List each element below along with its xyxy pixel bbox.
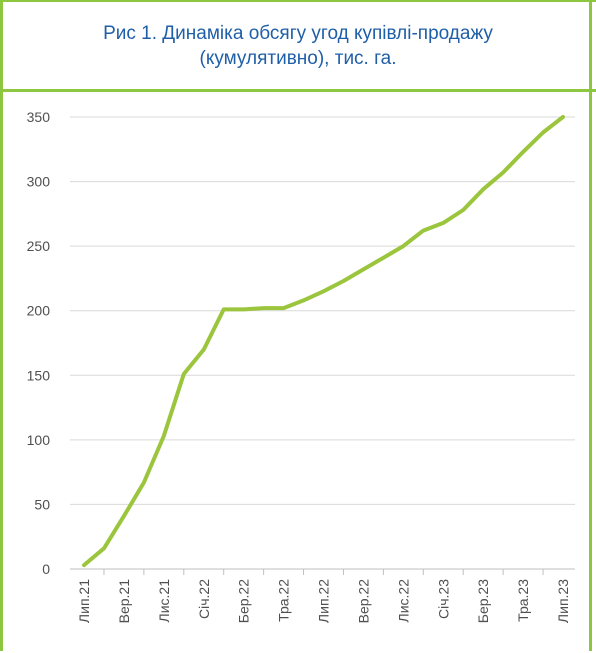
x-tick-label: Вер.21 xyxy=(116,579,132,624)
chart-title: Рис 1. Динаміка обсягу угод купівлі-прод… xyxy=(103,22,493,69)
y-tick-label: 350 xyxy=(27,109,51,125)
x-tick-label: Бер.23 xyxy=(475,579,491,623)
x-tick-label: Лис.21 xyxy=(156,579,172,623)
x-tick-label: Лип.23 xyxy=(555,579,571,623)
x-tick-label: Лис.22 xyxy=(395,579,411,623)
x-tick-label: Лип.21 xyxy=(76,579,92,623)
grid xyxy=(70,116,575,505)
x-tick-label: Тра.22 xyxy=(276,579,292,622)
y-tick-label: 250 xyxy=(27,238,51,254)
y-axis: 0 50 100 150 200 250 300 350 xyxy=(27,109,51,577)
y-tick-label: 50 xyxy=(34,496,50,512)
series-group xyxy=(82,115,565,568)
x-tick-label: Лип.22 xyxy=(316,579,332,623)
x-axis: Лип.21 Вер.21 Лис.21 Січ.22 Бер.22 Тра.22 Лип.… xyxy=(70,568,575,624)
line-chart: 0 50 100 150 200 250 300 350 Лип.21 Вер.21 Лис.21… xyxy=(27,109,575,624)
y-tick-label: 100 xyxy=(27,432,51,448)
y-tick-label: 300 xyxy=(27,174,51,190)
y-tick-label: 0 xyxy=(42,561,50,577)
x-tick-label: Вер.22 xyxy=(355,579,371,624)
series-line-0 xyxy=(82,115,565,568)
chart-header: Рис 1. Динаміка обсягу угод купівлі-прод… xyxy=(0,0,596,92)
y-tick-label: 150 xyxy=(27,367,51,383)
x-tick-label: Бер.22 xyxy=(236,579,252,623)
x-tick-label: Січ.22 xyxy=(196,579,212,619)
x-tick-label: Тра.23 xyxy=(515,579,531,622)
y-tick-label: 200 xyxy=(27,303,51,319)
x-tick-label: Січ.23 xyxy=(435,579,451,619)
